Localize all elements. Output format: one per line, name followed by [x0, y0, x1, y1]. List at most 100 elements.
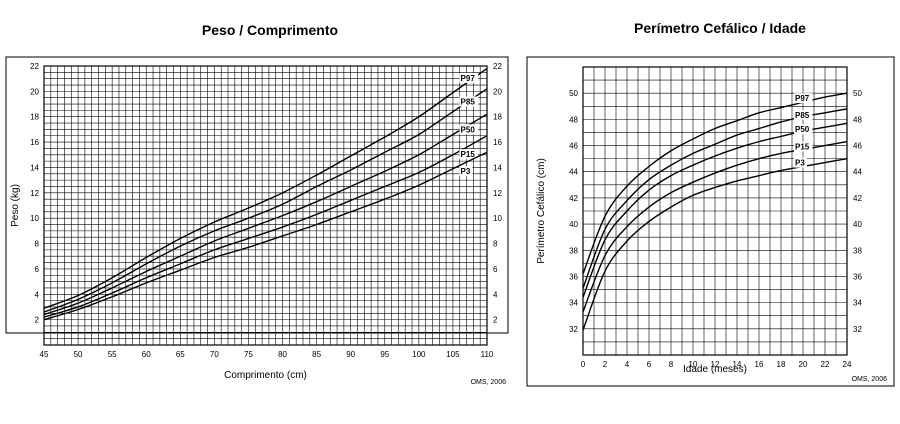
y-tick-label-right: 10 [493, 214, 502, 223]
series-label-p15: P15 [461, 150, 476, 159]
y-tick-label-right: 42 [853, 194, 862, 203]
x-tick-label: 70 [210, 350, 219, 359]
x-tick-label: 75 [244, 350, 253, 359]
series-label-p85: P85 [795, 111, 810, 120]
y-tick-label-right: 50 [853, 89, 862, 98]
y-tick-label-left: 12 [30, 189, 39, 198]
y-tick-label-right: 14 [493, 163, 502, 172]
y-tick-label-right: 20 [493, 87, 502, 96]
x-tick-label: 110 [481, 350, 494, 359]
grid-lines [582, 66, 848, 356]
x-tick-label: 55 [108, 350, 117, 359]
x-tick-label: 50 [74, 350, 83, 359]
y-tick-label-right: 36 [853, 272, 862, 281]
series-label-p3: P3 [461, 167, 471, 176]
y-tick-label-left: 42 [569, 194, 578, 203]
y-tick-label-left: 6 [35, 265, 40, 274]
y-tick-label-right: 18 [493, 113, 502, 122]
series-label-p85: P85 [461, 98, 476, 107]
plot-area-border [43, 65, 488, 346]
series-label-p97: P97 [461, 74, 476, 83]
y-tick-label-left: 50 [569, 89, 578, 98]
y-tick-label-right: 44 [853, 168, 862, 177]
x-tick-label: 12 [711, 360, 720, 369]
y-tick-label-right: 32 [853, 325, 862, 334]
series-label-p50: P50 [795, 125, 810, 134]
series-line-p50 [43, 113, 488, 316]
y-tick-label-right: 22 [493, 62, 502, 71]
y-tick-label-left: 44 [569, 168, 578, 177]
x-tick-label: 8 [669, 360, 674, 369]
x-tick-label: 22 [821, 360, 830, 369]
y-tick-label-left: 2 [35, 316, 40, 325]
y-tick-label-left: 38 [569, 246, 578, 255]
series-label-background [794, 124, 813, 135]
x-tick-label: 105 [446, 350, 460, 359]
x-tick-label: 20 [799, 360, 808, 369]
y-tick-label-left: 46 [569, 142, 578, 151]
series-label-background [459, 124, 479, 135]
y-tick-label-right: 2 [493, 316, 498, 325]
series-label-p97: P97 [795, 94, 810, 103]
y-tick-label-right: 6 [493, 265, 498, 274]
x-tick-label: 10 [689, 360, 698, 369]
y-tick-label-left: 48 [569, 115, 578, 124]
y-tick-label-left: 14 [30, 163, 39, 172]
x-tick-label: 18 [777, 360, 786, 369]
y-tick-label-right: 40 [853, 220, 862, 229]
series-label-background [794, 141, 813, 152]
y-tick-label-right: 16 [493, 138, 502, 147]
series-label-background [459, 96, 479, 107]
x-tick-label: 85 [312, 350, 321, 359]
x-tick-label: 6 [647, 360, 652, 369]
chart-title-head-circumference: Perímetro Cefálico / Idade [634, 20, 806, 36]
y-tick-label-left: 32 [569, 325, 578, 334]
series-label-p15: P15 [795, 143, 810, 152]
chart-title-weight-length: Peso / Comprimento [201, 22, 339, 38]
series-line-p3 [43, 151, 488, 321]
y-tick-label-left: 36 [569, 272, 578, 281]
y-tick-label-right: 46 [853, 142, 862, 151]
series-label-background [459, 166, 473, 177]
x-tick-label: 65 [176, 350, 185, 359]
source-note: OMS, 2006 [852, 376, 888, 383]
y-tick-label-right: 12 [493, 189, 502, 198]
series-label-background [459, 149, 479, 160]
y-tick-label-right: 38 [853, 246, 862, 255]
x-tick-label: 4 [625, 360, 630, 369]
series-label-p50: P50 [461, 125, 476, 134]
y-tick-label-left: 8 [35, 240, 40, 249]
x-tick-label: 80 [278, 350, 287, 359]
y-axis-label: Peso (kg) [10, 184, 21, 227]
x-tick-label: 24 [843, 360, 852, 369]
x-tick-label: 16 [755, 360, 764, 369]
series-label-p3: P3 [795, 159, 805, 168]
y-axis-label: Perímetro Cefálico (cm) [536, 158, 547, 264]
series-label-background [794, 157, 807, 168]
y-tick-label-left: 22 [30, 62, 39, 71]
y-tick-label-right: 8 [493, 240, 498, 249]
y-tick-label-left: 34 [569, 299, 578, 308]
y-tick-label-left: 10 [30, 214, 39, 223]
series-line-p97 [43, 67, 488, 309]
series-label-background [794, 109, 813, 120]
x-axis-label: Comprimento (cm) [224, 370, 307, 381]
chart-frame [5, 56, 509, 334]
x-tick-label: 45 [40, 350, 49, 359]
x-tick-label: 14 [733, 360, 742, 369]
series-label-background [794, 93, 813, 104]
series-label-background [459, 72, 479, 83]
x-axis-label: Idade (meses) [683, 364, 747, 375]
x-tick-label: 60 [142, 350, 151, 359]
y-tick-label-right: 48 [853, 115, 862, 124]
y-tick-label-left: 20 [30, 87, 39, 96]
x-tick-label: 90 [346, 350, 355, 359]
y-tick-label-right: 34 [853, 299, 862, 308]
x-tick-label: 0 [581, 360, 586, 369]
y-tick-label-left: 16 [30, 138, 39, 147]
source-note: OMS, 2006 [471, 379, 507, 386]
series-line-p85 [43, 88, 488, 313]
